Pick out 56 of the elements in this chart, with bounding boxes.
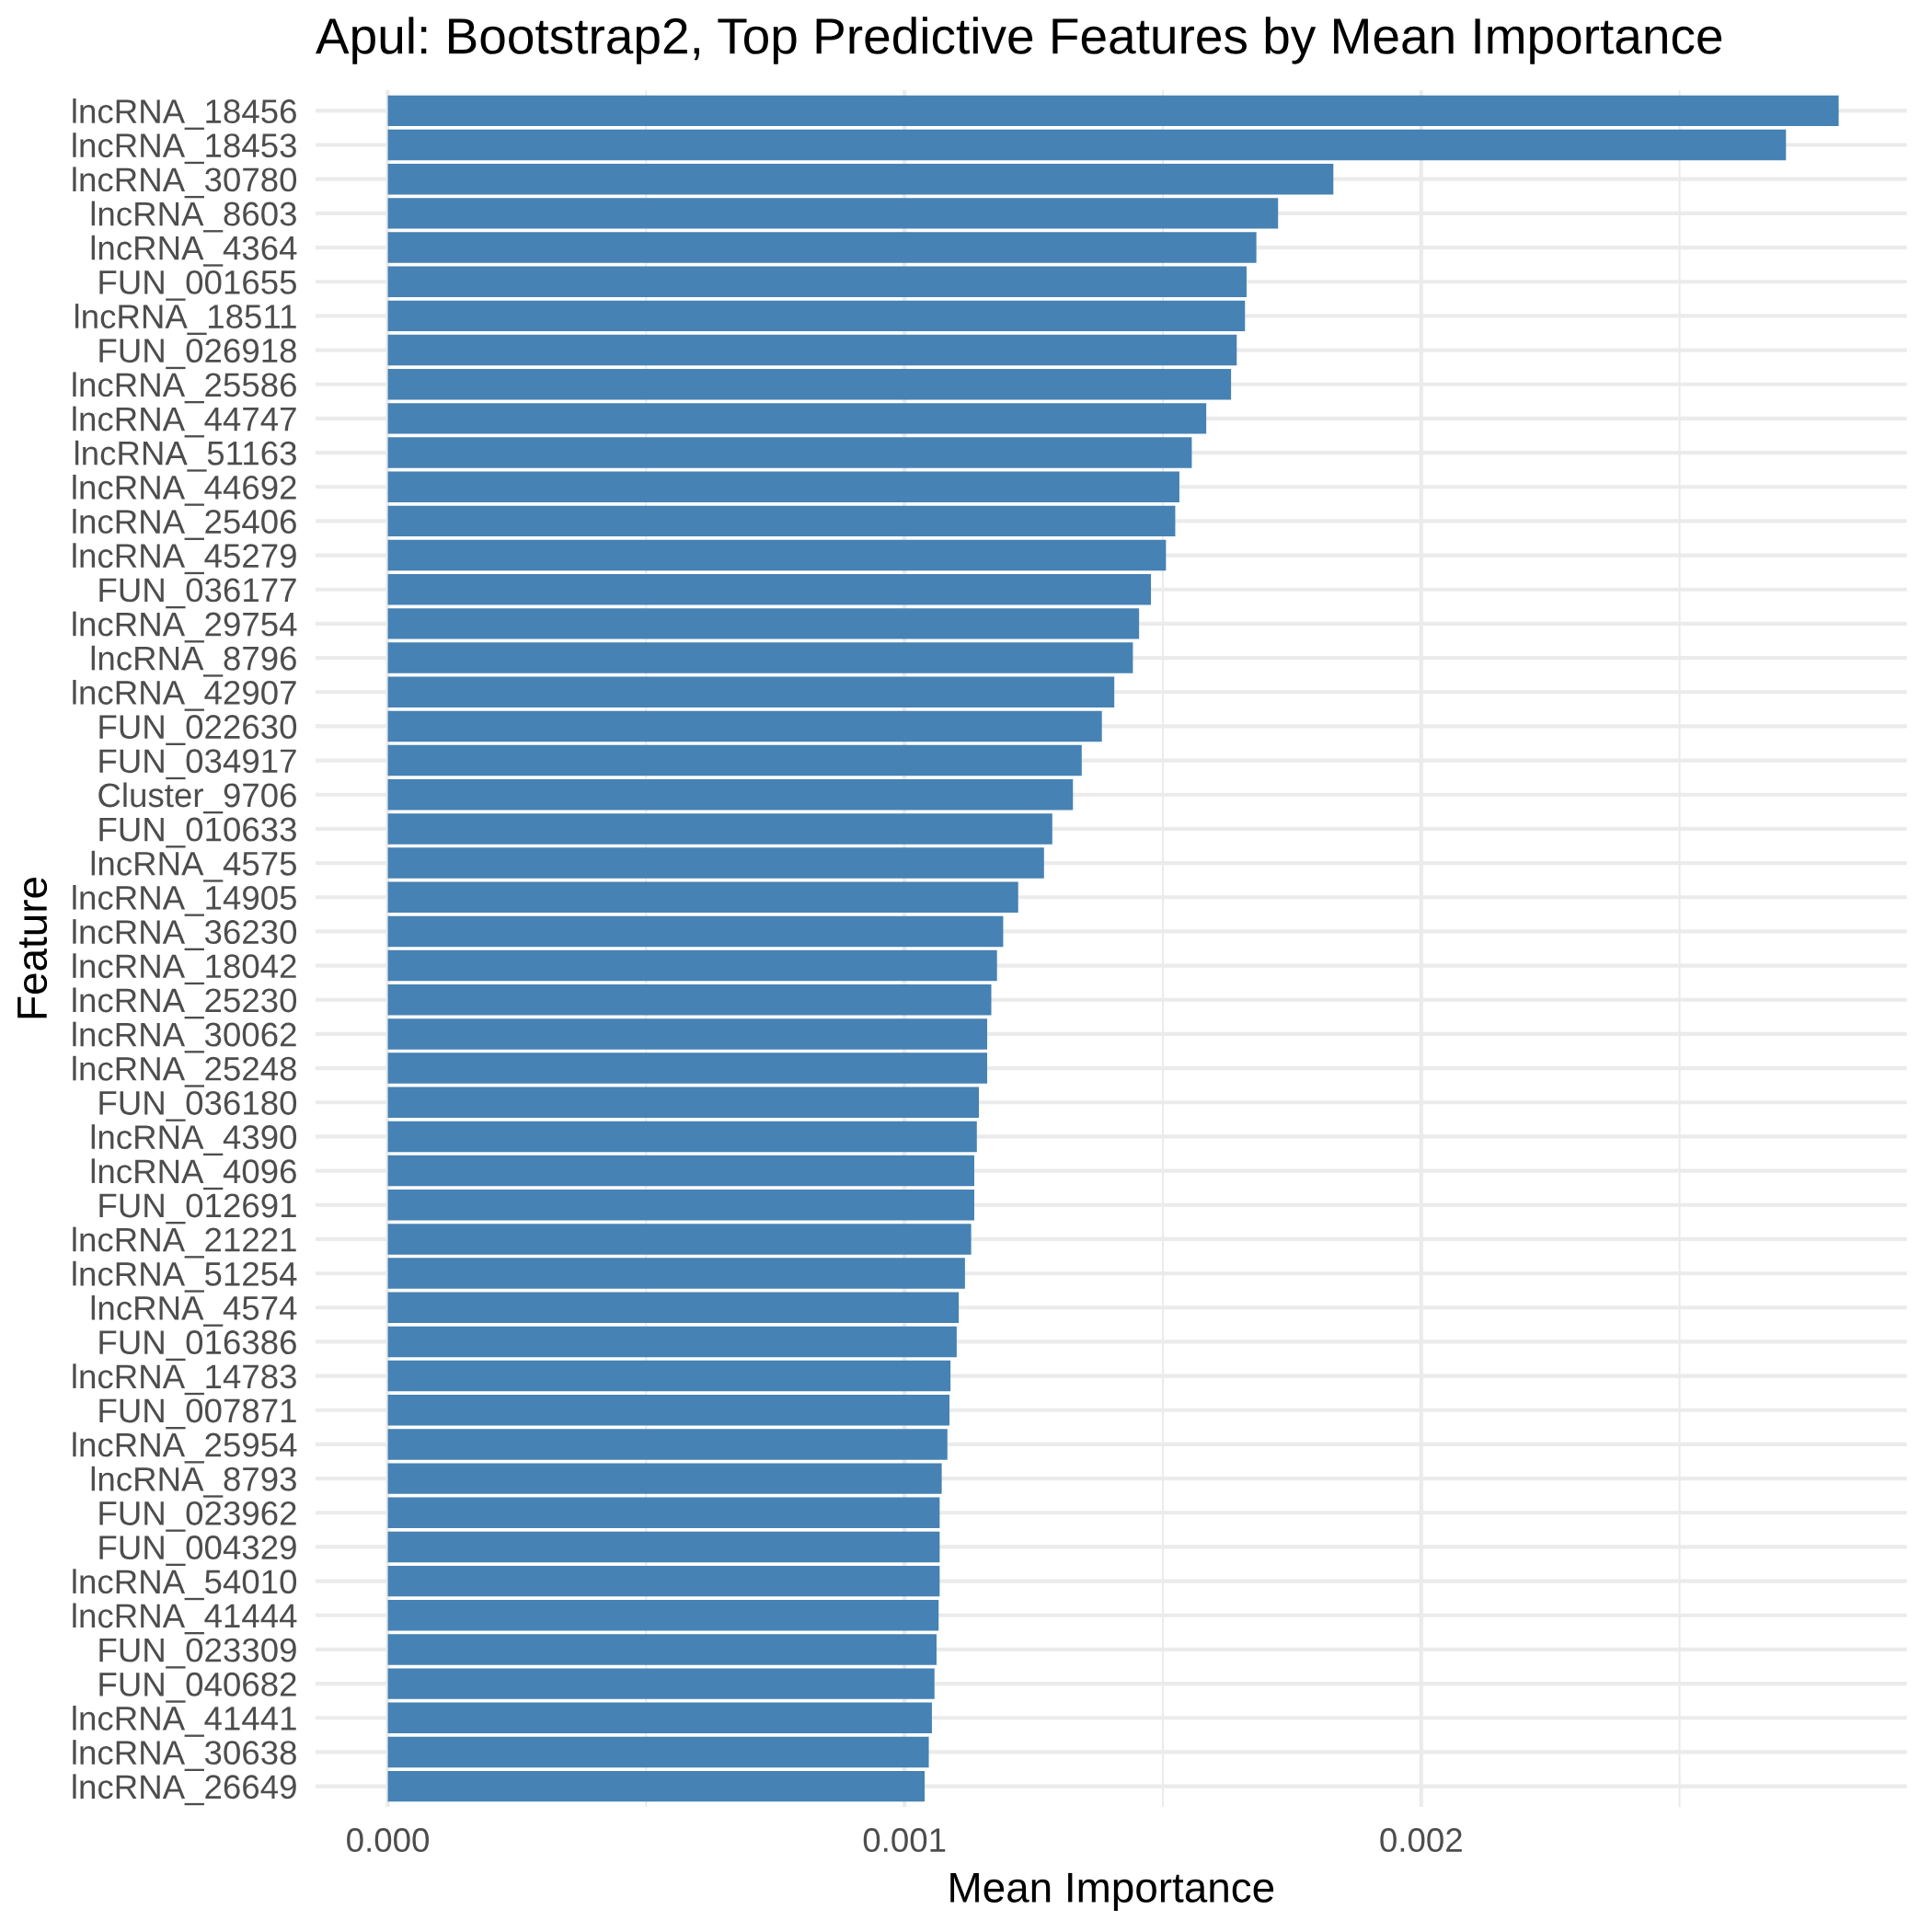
y-tick-label: lncRNA_25230 [73, 987, 297, 1019]
y-tick-label: lncRNA_30638 [73, 1740, 296, 1772]
y-tick-label: lncRNA_51254 [73, 1260, 297, 1293]
y-tick-label: lncRNA_4574 [91, 1294, 297, 1327]
y-tick-label: FUN_036180 [99, 1090, 297, 1121]
y-tick-label: lncRNA_30780 [73, 167, 297, 199]
x-axis-title: Mean Importance [950, 1872, 1274, 1911]
y-tick-label: lncRNA_25406 [73, 509, 296, 540]
y-tick-label: lncRNA_4364 [91, 235, 297, 267]
y-tick-label: lncRNA_45279 [73, 543, 296, 575]
y-tick-label: lncRNA_18042 [73, 953, 296, 985]
y-tick-label: lncRNA_44747 [73, 406, 296, 438]
y-tick-label: lncRNA_44692 [73, 474, 296, 506]
y-tick-label: lncRNA_30062 [73, 1021, 296, 1053]
y-tick-label: lncRNA_4096 [91, 1158, 296, 1190]
y-tick-label: FUN_007871 [99, 1398, 296, 1430]
y-tick-label: Cluster_9706 [98, 782, 296, 814]
y-tick-label: lncRNA_18511 [75, 304, 296, 335]
y-tick-label: lncRNA_14905 [73, 884, 296, 916]
y-tick-label: lncRNA_29754 [73, 611, 297, 643]
y-tick-label: lncRNA_54010 [73, 1569, 297, 1601]
x-tick-label: 0.001 [863, 1828, 946, 1853]
y-tick-label: FUN_001655 [99, 270, 296, 301]
y-tick-label: FUN_023309 [99, 1638, 296, 1669]
y-tick-label: lncRNA_18456 [73, 98, 296, 130]
y-tick-label: lncRNA_21221 [73, 1226, 296, 1259]
y-tick-label: FUN_010633 [99, 817, 296, 848]
y-tick-label: lncRNA_36230 [73, 919, 297, 950]
y-tick-label: lncRNA_4390 [91, 1124, 297, 1156]
x-tick-label: 0.002 [1380, 1828, 1462, 1853]
y-tick-label: lncRNA_25248 [73, 1055, 296, 1087]
y-tick-label: FUN_026918 [99, 339, 296, 370]
y-tick-label: FUN_034917 [99, 749, 296, 780]
y-axis-title: Feature [17, 878, 48, 1018]
y-tick-label: FUN_023962 [99, 1501, 296, 1532]
y-tick-label: lncRNA_41441 [73, 1706, 296, 1737]
y-tick-label: lncRNA_4575 [91, 850, 296, 882]
y-tick-label: lncRNA_25954 [73, 1432, 297, 1464]
y-tick-label: lncRNA_41444 [73, 1603, 297, 1635]
y-tick-label: FUN_012691 [99, 1193, 296, 1225]
y-tick-label: FUN_004329 [99, 1535, 296, 1567]
y-tick-label: FUN_040682 [99, 1672, 296, 1703]
y-tick-label: lncRNA_42907 [73, 679, 296, 711]
x-tick-label: 0.000 [347, 1828, 429, 1853]
y-tick-label: lncRNA_8603 [91, 201, 296, 233]
y-tick-label: lncRNA_8793 [91, 1466, 296, 1498]
y-tick-label: FUN_036177 [99, 578, 296, 609]
y-tick-label: FUN_016386 [99, 1330, 296, 1361]
y-tick-label: FUN_022630 [99, 715, 297, 745]
y-tick-label: lncRNA_26649 [73, 1774, 296, 1806]
y-tick-label: lncRNA_14783 [73, 1363, 296, 1396]
y-tick-label: lncRNA_8796 [91, 645, 296, 677]
y-tick-label: lncRNA_18453 [73, 132, 296, 165]
y-tick-label: lncRNA_51163 [75, 440, 296, 472]
chart-title: Apul: Bootstrap2, Top Predictive Features by Mean Importance [316, 17, 1722, 64]
y-tick-label: lncRNA_25586 [73, 372, 296, 404]
